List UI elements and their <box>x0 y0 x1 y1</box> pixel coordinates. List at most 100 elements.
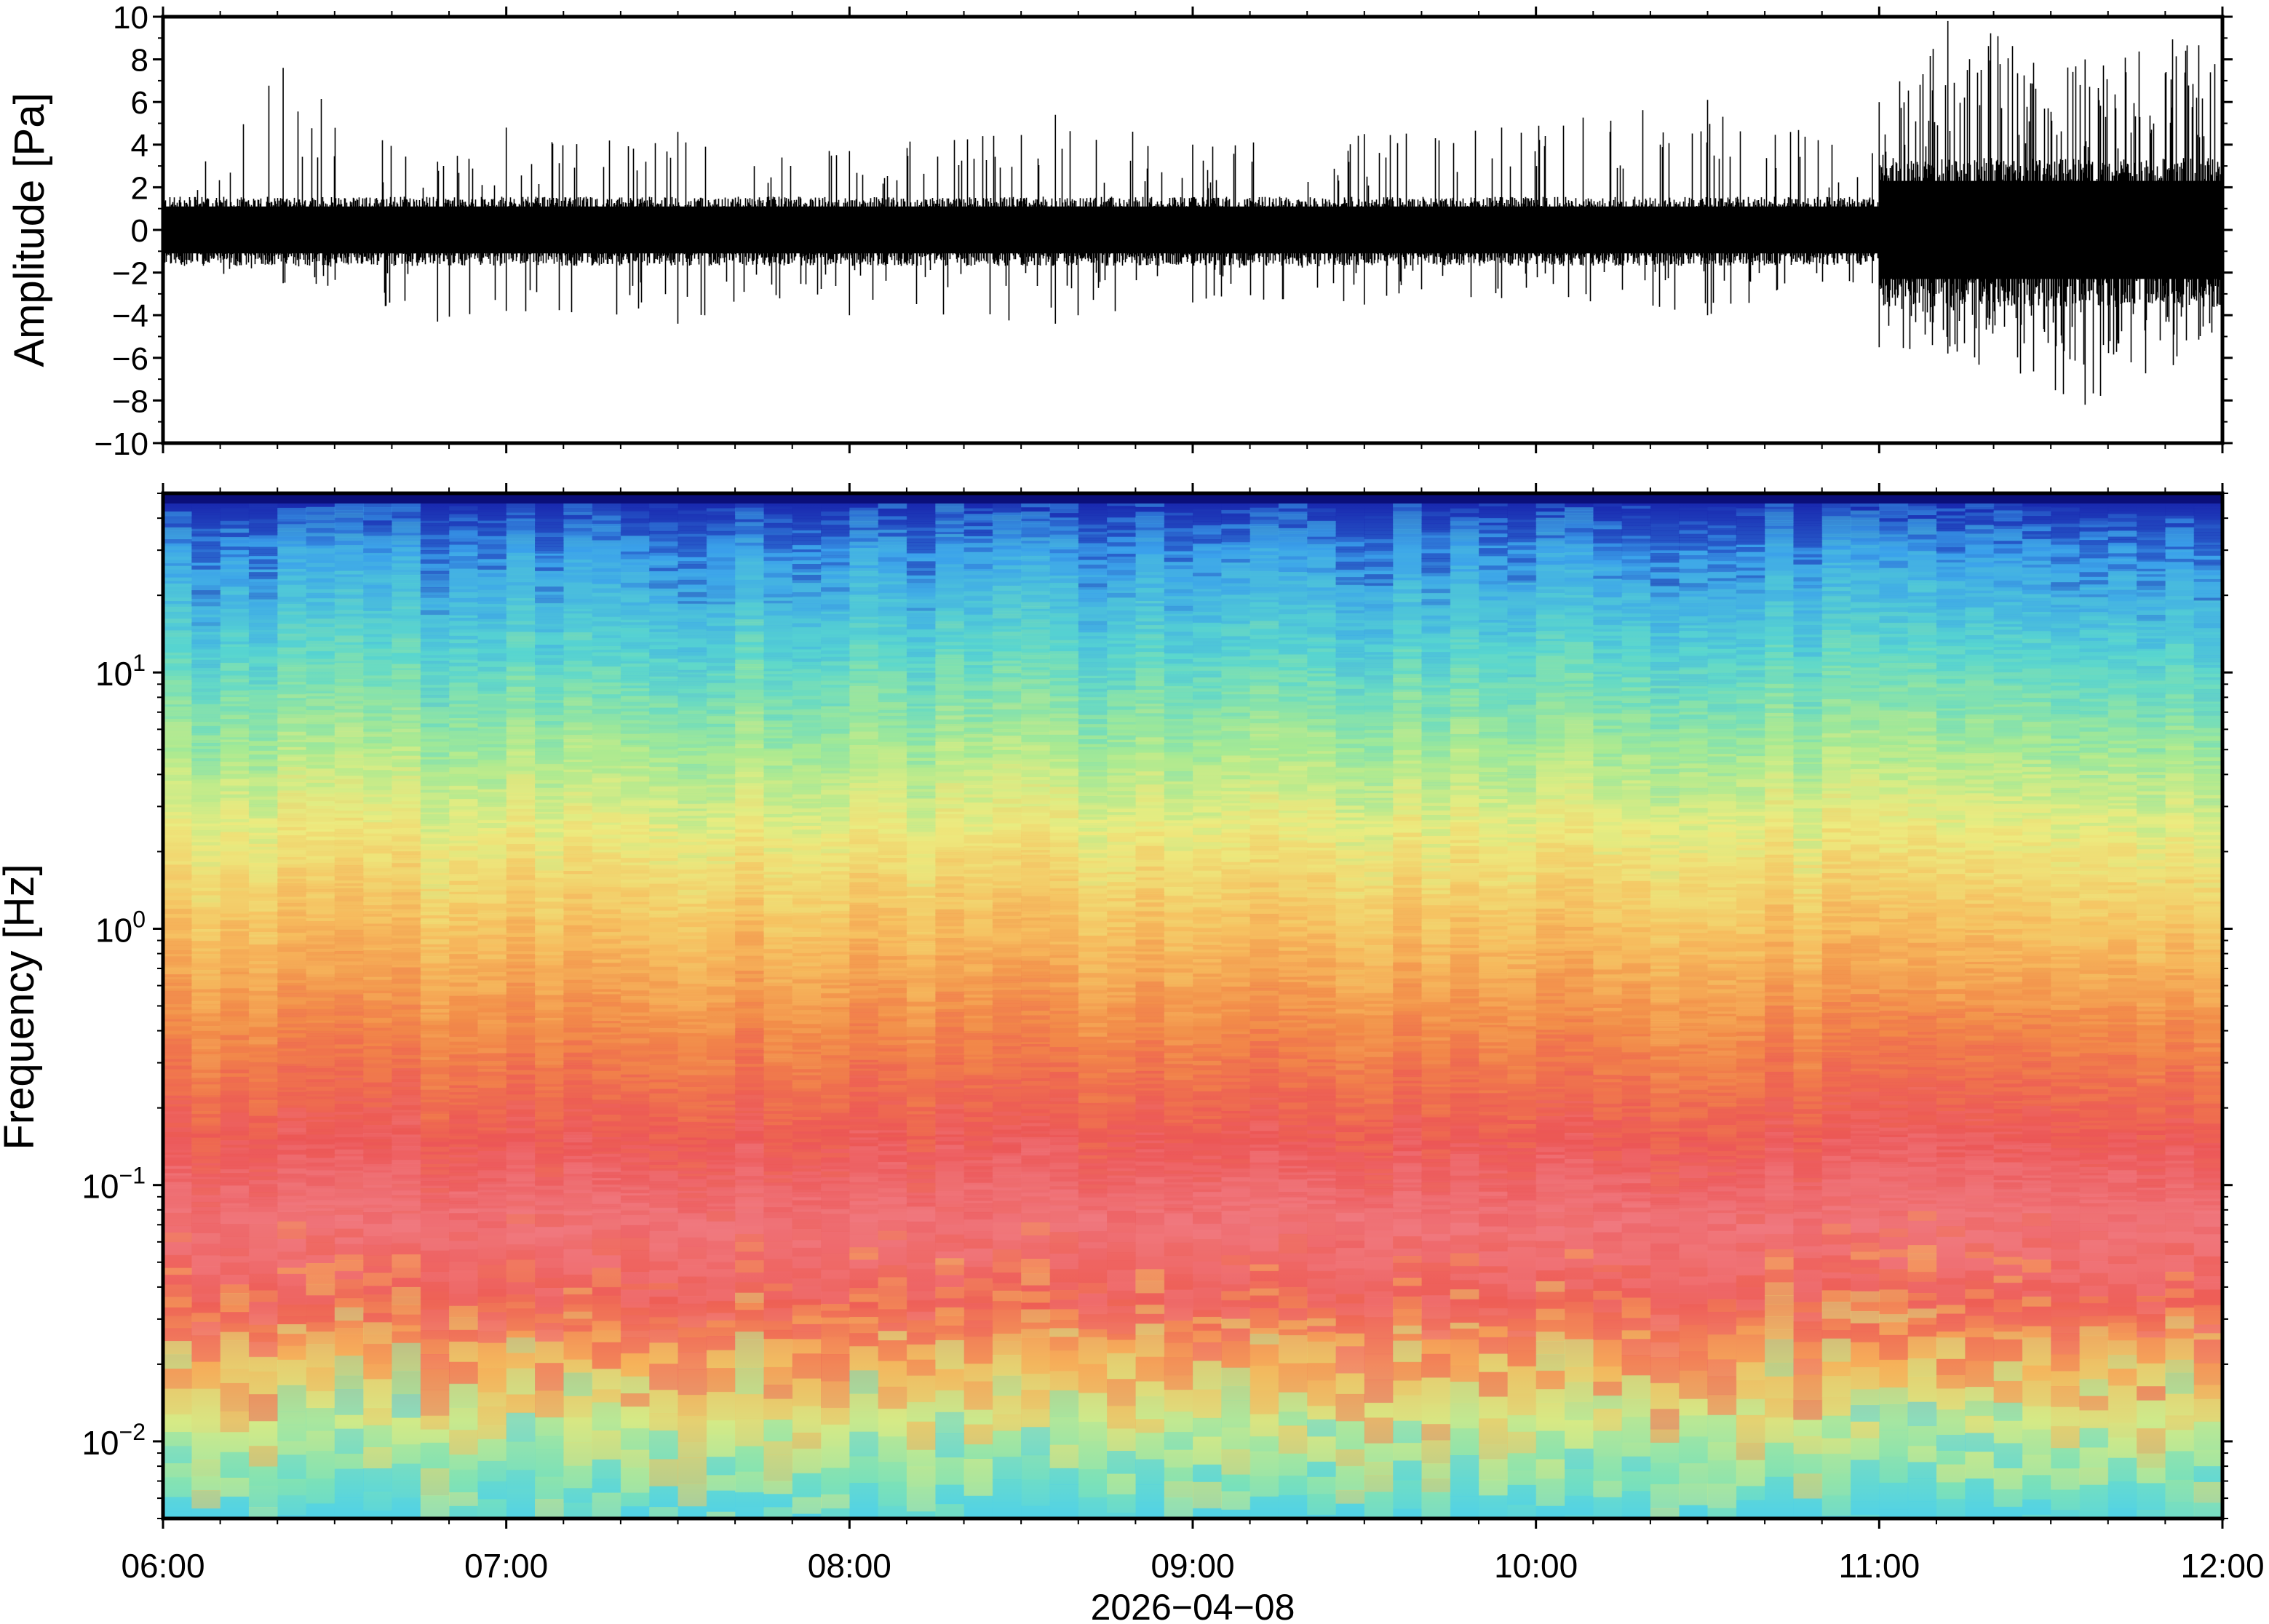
spectrogram-cell <box>677 1174 707 1177</box>
spectrogram-cell <box>363 777 392 782</box>
spectrogram-cell <box>792 587 822 593</box>
spectrogram-cell <box>306 980 335 986</box>
spectrogram-cell <box>592 739 621 745</box>
spectrogram-cell <box>620 752 650 757</box>
spectrogram-cell <box>535 944 564 947</box>
spectrogram-cell <box>563 982 593 986</box>
spectrogram-cell <box>563 546 593 550</box>
spectrogram-cell <box>363 1204 392 1209</box>
spectrogram-cell <box>392 1075 421 1080</box>
spectrogram-cell <box>420 563 450 569</box>
spectrogram-cell <box>535 1090 564 1094</box>
spectrogram-cell <box>248 1466 278 1486</box>
spectrogram-cell <box>163 1026 192 1031</box>
spectrogram-cell <box>306 632 335 637</box>
spectrogram-cell <box>763 570 793 573</box>
spectrogram-cell <box>477 991 507 995</box>
spectrogram-cell <box>392 1142 421 1147</box>
spectrogram-cell <box>706 1262 736 1270</box>
spectrogram-cell <box>191 1165 221 1169</box>
spectrogram-cell <box>163 830 192 835</box>
spectrogram-cell <box>277 835 307 838</box>
spectrogram-cell <box>163 1055 192 1059</box>
spectrogram-cell <box>792 596 822 600</box>
spectrogram-cell <box>620 1130 650 1134</box>
spectrogram-cell <box>420 963 450 969</box>
spectrogram-cell <box>334 628 364 632</box>
spectrogram-cell <box>392 1128 421 1131</box>
spectrogram-cell <box>277 546 307 550</box>
spectrogram-cell <box>420 570 450 574</box>
spectrogram-cell <box>592 896 621 900</box>
spectrogram-cell <box>649 1004 679 1009</box>
spectrogram-cell <box>563 910 593 916</box>
spectrogram-cell <box>563 883 593 887</box>
spectrogram-cell <box>277 1195 307 1200</box>
spectrogram-cell <box>649 960 679 965</box>
spectrogram-cell <box>477 1071 507 1076</box>
spectrogram-cell <box>306 1408 335 1431</box>
spectrogram-cell <box>735 1008 764 1014</box>
spectrogram-cell <box>334 645 364 648</box>
spectrogram-cell <box>363 1139 392 1143</box>
spectrogram-cell <box>334 1170 364 1174</box>
spectrogram-cell <box>677 903 707 907</box>
spectrogram-cell <box>449 995 478 1001</box>
spectrogram-cell <box>306 935 335 939</box>
spectrogram-cell <box>477 1438 507 1462</box>
spectrogram-cell <box>392 759 421 763</box>
spectrogram-cell <box>535 792 564 797</box>
spectrogram-cell <box>277 1069 307 1073</box>
spectrogram-cell <box>649 1011 679 1016</box>
spectrogram-cell <box>706 980 736 984</box>
spectrogram-cell <box>706 1131 736 1135</box>
spectrogram-cell <box>420 1031 450 1035</box>
spectrogram-cell <box>248 790 278 795</box>
spectrogram-cell <box>163 692 192 697</box>
spectrogram-cell <box>220 1193 250 1199</box>
spectrogram-cell <box>706 807 736 811</box>
spectrogram-cell <box>277 1441 307 1455</box>
spectrogram-cell <box>363 885 392 890</box>
spectrogram-cell <box>248 1187 278 1193</box>
spectrogram-cell <box>306 909 335 915</box>
spectrogram-cell <box>563 579 593 583</box>
spectrogram-cell <box>563 701 593 706</box>
spectrogram-cell <box>735 588 764 593</box>
spectrogram-cell <box>677 714 707 720</box>
spectrogram-cell <box>477 1118 507 1123</box>
spectrogram-cell <box>735 1001 764 1006</box>
spectrogram-cell <box>163 1106 192 1112</box>
spectrogram-cell <box>248 1054 278 1058</box>
spectrogram-cell <box>248 1371 278 1395</box>
spectrogram-cell <box>392 925 421 928</box>
spectrogram-cell <box>191 549 221 553</box>
spectrogram-cell <box>191 795 221 800</box>
spectrogram-cell <box>735 579 764 585</box>
spectrogram-cell <box>535 999 564 1003</box>
spectrogram-cell <box>677 677 707 682</box>
spectrogram-cell <box>392 1314 421 1326</box>
spectrogram-cell <box>563 769 593 773</box>
spectrogram-cell <box>220 971 250 975</box>
spectrogram-cell <box>649 1116 679 1122</box>
spectrogram-cell <box>306 1175 335 1178</box>
spectrogram-cell <box>563 519 593 525</box>
spectrogram-cell <box>535 558 564 563</box>
spectrogram-cell <box>535 555 564 559</box>
spectrogram-cell <box>535 775 564 781</box>
spectrogram-cell <box>735 712 764 715</box>
spectrogram-cell <box>191 929 221 932</box>
spectrogram-cell <box>477 765 507 771</box>
spectrogram-cell <box>592 1147 621 1152</box>
spectrogram-cell <box>649 580 679 584</box>
spectrogram-cell <box>392 971 421 975</box>
spectrogram-cell <box>449 597 478 602</box>
spectrogram-cell <box>248 1066 278 1070</box>
spectrogram-cell <box>535 873 564 878</box>
spectrogram-cell <box>592 1286 621 1296</box>
spectrogram-cell <box>649 858 679 861</box>
spectrogram-cell <box>277 830 307 836</box>
spectrogram-cell <box>220 937 250 942</box>
spectrogram-cell <box>677 626 707 630</box>
